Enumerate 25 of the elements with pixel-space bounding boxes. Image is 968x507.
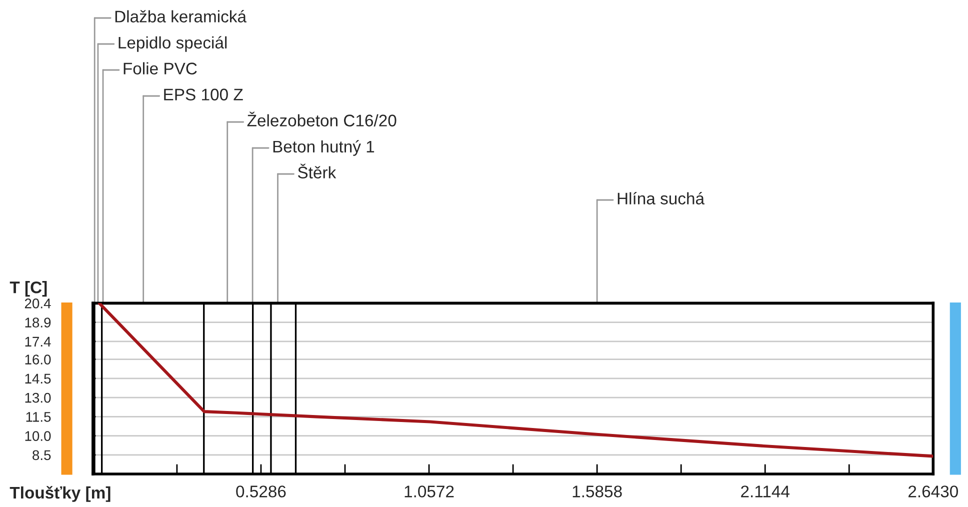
y-tick-label: 16.0 xyxy=(25,354,51,364)
y-tick-label: 17.4 xyxy=(25,336,51,346)
y-tick-label: 13.0 xyxy=(25,392,51,403)
x-tick-label: 1.0572 xyxy=(404,486,454,498)
x-axis-title: Tloušťky [m] xyxy=(10,486,110,502)
y-tick-label: 14.5 xyxy=(25,374,51,384)
text: Lepidlo speciál xyxy=(118,36,227,52)
text: Folie PVC xyxy=(124,62,197,74)
text: Hlína suchá xyxy=(618,192,705,204)
x-tick-label: 2.1144 xyxy=(741,486,790,498)
y-tick-label: 11.5 xyxy=(26,412,51,422)
y-tick-label: 8.5 xyxy=(32,450,51,460)
y-tick-label: 10.0 xyxy=(25,431,51,441)
y-tick-label: 18.9 xyxy=(25,318,51,328)
y-tick-label: 20.4 xyxy=(24,298,51,308)
text: Štěrk xyxy=(298,164,336,178)
text: Železobeton C16/20 xyxy=(247,112,396,126)
x-tick-label: 1.5858 xyxy=(572,486,622,498)
text: Beton hutný 1 xyxy=(273,140,374,156)
text: EPS 100 Z xyxy=(164,88,243,100)
x-tick-label: 2.6430 xyxy=(908,486,958,498)
y-axis-title: T [C] xyxy=(10,281,47,297)
x-tick-label: 0.5286 xyxy=(236,486,286,498)
text: Dlažba keramická xyxy=(115,10,247,22)
line-series xyxy=(98,303,934,458)
